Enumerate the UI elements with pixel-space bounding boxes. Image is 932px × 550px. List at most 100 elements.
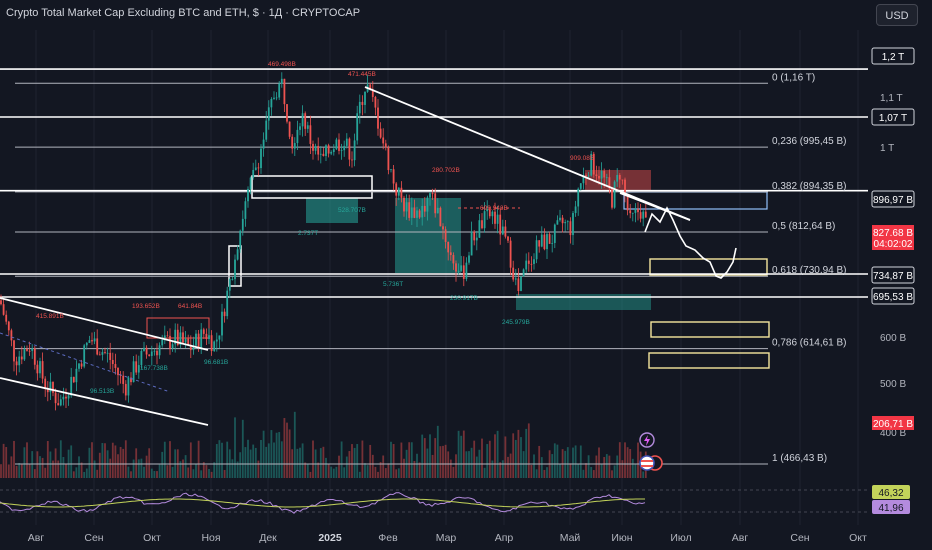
candle-body	[59, 399, 62, 406]
volume-bar	[449, 459, 452, 478]
candle-body	[75, 368, 78, 383]
volume-bar	[26, 442, 28, 478]
volume-bar	[52, 460, 54, 478]
volume-bar	[163, 441, 166, 478]
volume-bar	[444, 444, 447, 478]
rsi-tag	[872, 485, 910, 499]
candle-body	[478, 220, 481, 238]
volume-bar	[265, 446, 268, 478]
volume-bar	[348, 451, 351, 478]
candle-body	[145, 347, 148, 355]
x-axis[interactable]: Авг Сен Окт Ноя Дек 2025 Фев Мар Апр Май Июн Июл Авг…	[28, 532, 867, 544]
volume-bar	[278, 432, 281, 478]
y-axis[interactable]: 1,1 T 1 T 600 B 500 B 400 B 1,2 T 1,07 T 896,97…	[871, 47, 915, 439]
candle-body	[267, 107, 270, 121]
candle-body	[569, 221, 572, 236]
candle-body	[252, 169, 255, 178]
candle-body	[88, 340, 91, 343]
volume-bar	[338, 455, 340, 478]
candle-body	[535, 240, 538, 260]
candle-body	[486, 209, 489, 212]
volume-bar	[208, 469, 210, 478]
volume-bar	[626, 447, 629, 478]
candle-body	[595, 174, 598, 176]
volume-bar	[452, 466, 455, 478]
fib-label: 0,382 (894,35 B)	[772, 181, 847, 192]
candle-body	[460, 265, 463, 271]
event-icons[interactable]	[639, 432, 663, 471]
candle-body	[288, 121, 291, 137]
candle-body	[117, 367, 119, 376]
candle-body	[379, 128, 382, 138]
candle-body	[639, 212, 642, 219]
volume-bar	[148, 448, 151, 478]
volume-bar	[621, 460, 624, 478]
candle-body	[507, 236, 509, 241]
green-zone	[306, 198, 358, 223]
candle-body	[442, 226, 444, 230]
candle-body	[158, 345, 161, 356]
volume-bar	[468, 451, 470, 478]
volume-bar	[309, 471, 312, 478]
volume-bar	[270, 430, 273, 478]
candle-body	[418, 210, 421, 218]
candle-body	[309, 125, 312, 144]
candle-body	[577, 188, 580, 207]
candle-body	[187, 338, 190, 345]
annotation-label: 280.702B	[432, 167, 460, 174]
volume-bar	[96, 469, 99, 478]
candle-body	[426, 197, 429, 212]
volume-bar	[135, 448, 138, 478]
candle-body	[5, 314, 8, 322]
candle-body	[421, 205, 424, 218]
volume-bar	[124, 440, 127, 478]
candle-body	[325, 145, 327, 157]
rsi-value: 46,32	[878, 488, 903, 499]
volume-bar	[470, 447, 473, 478]
candle-body	[618, 175, 621, 180]
annotation-label: 471.445B	[348, 71, 376, 78]
volume-bar	[624, 442, 626, 478]
grid-lines	[35, 30, 859, 525]
price-tag	[871, 266, 915, 284]
fib-levels[interactable]: 0 (1,16 T) 0,236 (995,45 B) 0,382 (894,35 …	[15, 72, 847, 465]
candle-body	[382, 137, 385, 144]
price-tag-label: 827,68 B	[873, 228, 913, 239]
fib-label: 0,786 (614,61 B)	[772, 338, 847, 349]
candle-body	[587, 175, 590, 177]
volume-bar	[101, 443, 104, 478]
candle-body	[171, 344, 174, 349]
candle-body	[197, 333, 200, 349]
candle-body	[218, 335, 221, 340]
price-tag	[871, 287, 915, 305]
volume-bar	[286, 422, 288, 478]
trend-line	[0, 377, 209, 426]
candle-body	[585, 174, 587, 176]
trend-lines[interactable]	[0, 86, 737, 426]
flag-stripe	[641, 465, 653, 467]
candle-body	[91, 340, 93, 342]
volume-bar	[426, 448, 429, 478]
volume-bar	[413, 460, 416, 478]
candle-body	[538, 240, 541, 247]
volume-bar	[13, 440, 15, 478]
candle-body	[39, 361, 41, 374]
volume-bar	[244, 447, 247, 478]
volume-bar	[182, 459, 184, 478]
volume-bar	[400, 442, 403, 478]
white-box	[251, 175, 373, 199]
candle-body	[104, 352, 106, 353]
candle-body	[174, 329, 177, 345]
candle-body	[18, 356, 21, 366]
candle-body	[327, 145, 330, 154]
volume-bar	[31, 451, 34, 478]
volume-bar	[239, 452, 242, 478]
volume-bar	[384, 468, 387, 478]
volume-bar	[533, 454, 535, 478]
candle-body	[153, 350, 156, 352]
horizontal-levels[interactable]	[0, 68, 868, 298]
currency-button[interactable]: USD	[876, 4, 918, 26]
volume-bar	[221, 442, 223, 478]
candle-body	[23, 349, 26, 360]
